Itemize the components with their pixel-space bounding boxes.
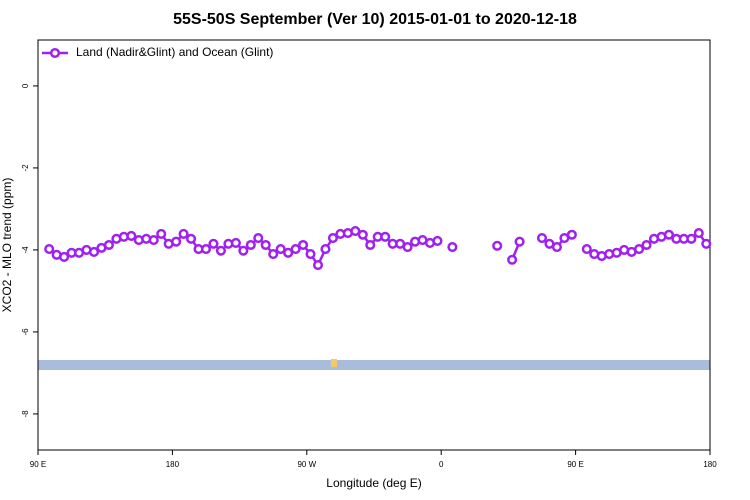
point [641, 239, 652, 251]
point [268, 248, 279, 260]
chart-title: 55S-50S September (Ver 10) 2015-01-01 to… [173, 11, 577, 28]
point [305, 248, 316, 260]
point [238, 245, 249, 256]
point [663, 229, 674, 240]
y-tick-label: -6 [21, 328, 30, 336]
point [178, 228, 189, 239]
point [126, 230, 137, 242]
point [536, 232, 548, 244]
point [380, 231, 391, 242]
point [200, 244, 212, 255]
point [290, 244, 301, 255]
y-tick-label: -8 [21, 410, 30, 418]
point [312, 260, 324, 271]
point [566, 229, 577, 240]
point [514, 236, 525, 247]
point [402, 242, 413, 253]
point [447, 242, 458, 253]
point [507, 254, 518, 265]
point [327, 232, 338, 244]
point [59, 251, 70, 262]
point [253, 232, 264, 244]
point [275, 244, 286, 255]
x-tick-label: 90 E [30, 460, 46, 469]
point [350, 226, 361, 237]
point [686, 233, 697, 244]
point [44, 244, 55, 255]
y-tick-label: -2 [21, 164, 30, 172]
point [551, 242, 562, 253]
point [320, 244, 331, 255]
point [186, 233, 197, 244]
point [693, 228, 704, 239]
point [634, 244, 645, 255]
y-tick-label: -4 [21, 246, 30, 254]
y-axis-label: XCO2 - MLO trend (ppm) [0, 178, 14, 313]
point [103, 239, 114, 251]
point [581, 244, 592, 255]
point [88, 246, 100, 258]
x-tick-label: 90 E [567, 460, 583, 469]
point [171, 236, 182, 247]
point [492, 240, 503, 251]
x-tick-label: 180 [166, 460, 180, 469]
legend-label: Land (Nadir&Glint) and Ocean (Glint) [76, 45, 273, 59]
x-tick-label: 90 W [297, 460, 316, 469]
point [245, 239, 256, 251]
point [298, 239, 309, 251]
legend-marker [49, 47, 61, 59]
x-tick-label: 0 [439, 460, 444, 469]
point [208, 238, 219, 249]
point [260, 239, 271, 251]
y-tick-label: 0 [21, 83, 30, 88]
x-axis-label: Longitude (deg E) [326, 476, 421, 490]
surface-spot [331, 359, 337, 367]
point [365, 239, 376, 251]
x-tick-label: 180 [703, 460, 717, 469]
point [283, 247, 294, 258]
surface-strip [38, 360, 710, 370]
point [230, 237, 241, 248]
point [215, 245, 226, 256]
point [432, 235, 443, 246]
point [357, 229, 368, 240]
point [156, 228, 167, 239]
point [701, 238, 712, 249]
point [148, 235, 159, 246]
